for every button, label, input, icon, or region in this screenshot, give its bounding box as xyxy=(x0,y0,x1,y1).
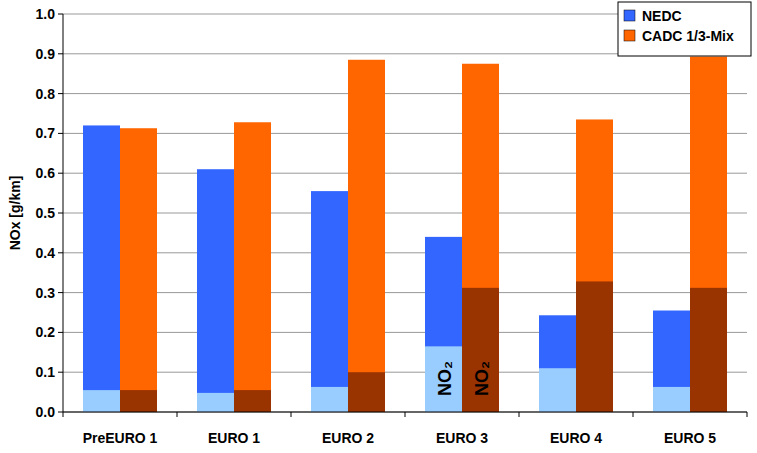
bar-no2 xyxy=(348,372,385,412)
tick-mark xyxy=(58,213,63,214)
category-label: EURO 4 xyxy=(550,430,602,446)
bars xyxy=(83,57,727,412)
grid-line xyxy=(63,133,747,134)
tick-label: 0.9 xyxy=(36,46,56,62)
y-axis-label: NOx [g/km] xyxy=(7,176,23,251)
x-tick xyxy=(519,412,520,417)
bar xyxy=(197,169,234,412)
tick-label: 1.0 xyxy=(36,6,56,22)
bar-no2 xyxy=(462,288,499,412)
x-tick xyxy=(405,412,406,417)
legend-label: CADC 1/3-Mix xyxy=(642,28,734,44)
bar-no2 xyxy=(197,393,234,412)
bar xyxy=(234,122,271,412)
grid-line xyxy=(63,93,747,94)
tick-mark xyxy=(58,332,63,333)
legend: NEDC CADC 1/3-Mix xyxy=(618,2,751,56)
bar-no2 xyxy=(690,288,727,412)
bar xyxy=(348,60,385,412)
x-tick xyxy=(747,412,748,417)
bar xyxy=(539,315,576,412)
bar xyxy=(425,237,462,412)
grid-line xyxy=(63,292,747,293)
x-tick xyxy=(63,412,64,417)
tick-label: 0.3 xyxy=(36,285,56,301)
bar xyxy=(576,119,613,412)
tick-label: 0.7 xyxy=(36,125,56,141)
tick-label: 0.6 xyxy=(36,165,56,181)
tick-mark xyxy=(58,252,63,253)
tick-mark xyxy=(58,292,63,293)
legend-swatch xyxy=(624,10,635,21)
tick-mark xyxy=(58,372,63,373)
tick-label: 0.5 xyxy=(36,205,56,221)
x-tick xyxy=(177,412,178,417)
category-label: EURO 5 xyxy=(664,430,716,446)
chart: 0.0 0.1 0.2 0.3 0.4 0.5 0.6 0.7 0.8 0.9 1.0 NO₂ NO₂ P… xyxy=(0,0,757,453)
annotation: NO₂ xyxy=(472,361,492,396)
tick-mark xyxy=(58,173,63,174)
x-tick xyxy=(633,412,634,417)
tick-label: 0.4 xyxy=(36,245,56,261)
grid-line xyxy=(63,213,747,214)
legend-box xyxy=(618,2,751,56)
tick-mark xyxy=(58,133,63,134)
tick-mark xyxy=(58,14,63,15)
bar-no2 xyxy=(311,387,348,412)
bar-no2 xyxy=(120,390,157,412)
tick-label: 0.0 xyxy=(36,404,56,420)
chart-container: 0.0 0.1 0.2 0.3 0.4 0.5 0.6 0.7 0.8 0.9 1.0 NO₂ NO₂ P… xyxy=(0,0,757,453)
legend-label: NEDC xyxy=(642,8,682,24)
category-label: EURO 1 xyxy=(208,430,260,446)
bar-no2 xyxy=(83,390,120,412)
bar xyxy=(120,128,157,412)
bar xyxy=(83,125,120,412)
tick-mark xyxy=(58,412,63,413)
bar-no2 xyxy=(425,346,462,412)
bar xyxy=(690,57,727,412)
tick-mark xyxy=(58,93,63,94)
x-tick xyxy=(291,412,292,417)
grid-line xyxy=(63,372,747,373)
grid-line xyxy=(63,173,747,174)
grid-line xyxy=(63,252,747,253)
legend-swatch xyxy=(624,30,635,41)
category-label: EURO 3 xyxy=(436,430,488,446)
category-label: PreEURO 1 xyxy=(83,430,158,446)
tick-label: 0.8 xyxy=(36,86,56,102)
y-axis xyxy=(63,14,64,412)
grid-line xyxy=(63,332,747,333)
tick-label: 0.2 xyxy=(36,324,56,340)
tick-label: 0.1 xyxy=(36,364,56,380)
bar xyxy=(311,191,348,412)
annotation: NO₂ xyxy=(435,361,455,396)
bar-no2 xyxy=(234,390,271,412)
bar-no2 xyxy=(576,281,613,412)
bar xyxy=(653,311,690,412)
bar-no2 xyxy=(539,368,576,412)
tick-mark xyxy=(58,53,63,54)
category-label: EURO 2 xyxy=(322,430,374,446)
bar-no2 xyxy=(653,387,690,412)
bar xyxy=(462,64,499,412)
